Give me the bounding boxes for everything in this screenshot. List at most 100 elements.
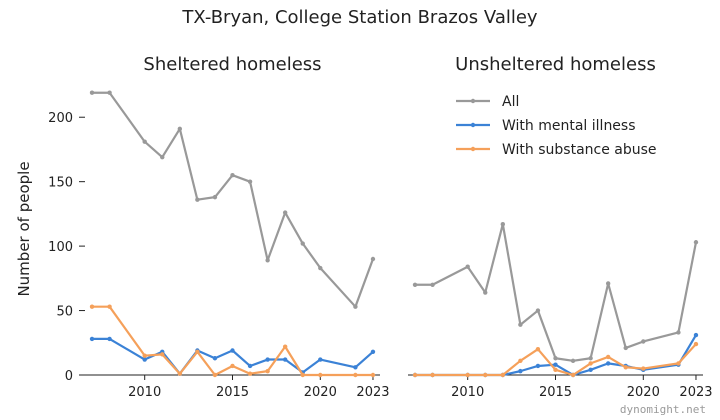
unsheltered-point-with-substance-abuse [588,361,593,366]
unsheltered-point-all [500,222,506,227]
sheltered-point-with-mental-illness [230,348,235,353]
unsheltered-point-all [641,339,646,344]
legend-marker-all [470,98,476,104]
sheltered-point-with-mental-illness [142,357,147,362]
sheltered-point-all [282,210,288,215]
unsheltered-point-all [553,356,558,361]
y-axis-label: Number of people [15,161,33,296]
unsheltered-x-tick-label: 2015 [539,385,572,400]
legend-label-all: All [502,94,519,110]
sheltered-point-with-substance-abuse [212,372,218,378]
sheltered-point-all [212,194,218,200]
sheltered-point-with-mental-illness [318,357,323,362]
unsheltered-point-all [570,358,576,364]
sheltered-point-all [370,256,376,262]
unsheltered-point-with-substance-abuse [553,367,558,373]
sheltered-point-all [195,197,200,202]
sheltered-point-all [265,258,270,263]
sheltered-point-all [107,90,112,95]
sheltered-point-with-mental-illness [370,349,376,354]
sheltered-y-tick-label: 50 [56,305,73,320]
legend-marker-with-mental-illness [470,122,476,128]
sheltered-point-with-substance-abuse [89,304,95,309]
unsheltered-point-with-mental-illness [588,367,593,373]
sheltered-point-all [318,265,323,271]
sheltered-point-all [142,139,147,144]
unsheltered-point-with-substance-abuse [465,372,470,378]
legend: All With mental illness With substance abu… [456,94,657,158]
unsheltered-point-with-mental-illness [553,362,558,367]
sheltered-point-with-substance-abuse [300,372,305,378]
unsheltered-series-all [413,223,698,362]
unsheltered-x-tick-label: 2020 [627,385,660,400]
sheltered-point-with-substance-abuse [230,363,235,369]
unsheltered-point-with-substance-abuse [430,372,435,378]
unsheltered-point-with-mental-illness [693,332,699,338]
watermark: dynomight.net [620,403,706,416]
legend-label-with-substance-abuse: With substance abuse [502,142,657,158]
unsheltered-point-all [693,240,699,245]
sheltered-point-all [230,173,235,178]
sheltered-point-with-mental-illness [265,357,270,362]
unsheltered-point-with-substance-abuse [676,361,681,366]
unsheltered-point-with-substance-abuse [412,372,418,378]
unsheltered-point-all [412,282,418,287]
unsheltered-point-all [518,322,523,327]
sheltered-point-all [300,241,305,246]
unsheltered-point-with-substance-abuse [623,365,628,370]
sheltered-point-with-substance-abuse [353,372,358,378]
unsheltered-point-with-substance-abuse [483,372,488,378]
figure-title: TX-Bryan, College Station Brazos Valley [181,7,538,28]
unsheltered-point-all [676,330,681,335]
sheltered-point-all [89,90,95,95]
panel-sheltered: Sheltered homeless 0 50 100 150 200 2010 2015 20… [48,54,389,400]
sheltered-point-all [353,304,358,309]
legend-marker-with-substance-abuse [470,146,476,152]
sheltered-y-tick-label: 200 [48,111,73,126]
unsheltered-point-all [623,345,628,351]
sheltered-point-with-substance-abuse [142,353,147,358]
sheltered-series-with-mental-illness [90,337,375,375]
unsheltered-panel-title: Unsheltered homeless [455,54,656,75]
unsheltered-point-all [535,308,541,313]
sheltered-y-tick-label: 150 [48,176,73,191]
unsheltered-point-with-mental-illness [605,361,611,366]
sheltered-series-all [90,91,375,308]
unsheltered-point-with-mental-illness [535,363,541,369]
unsheltered-point-with-substance-abuse [693,341,699,347]
sheltered-x-tick-label: 2015 [216,385,249,400]
sheltered-point-with-substance-abuse [318,372,323,378]
unsheltered-point-with-substance-abuse [500,372,506,378]
sheltered-point-with-substance-abuse [247,371,253,376]
sheltered-panel-title: Sheltered homeless [143,54,321,75]
unsheltered-point-with-substance-abuse [535,347,541,352]
unsheltered-point-with-substance-abuse [641,366,646,371]
sheltered-y-tick-label: 100 [48,240,73,255]
sheltered-point-with-substance-abuse [195,349,200,354]
unsheltered-point-with-substance-abuse [570,372,576,378]
unsheltered-point-all [483,290,488,295]
unsheltered-x-tick-label: 2010 [451,385,484,400]
unsheltered-point-with-substance-abuse [518,358,523,364]
unsheltered-point-all [588,356,593,361]
sheltered-x-tick-label: 2023 [356,385,389,400]
legend-label-with-mental-illness: With mental illness [502,118,636,134]
unsheltered-point-with-substance-abuse [605,354,611,360]
panel-unsheltered: Unsheltered homeless 2010 2015 2020 2023 [408,54,713,400]
sheltered-x-tick-label: 2010 [128,385,161,400]
unsheltered-x-tick-label: 2023 [679,385,712,400]
sheltered-point-with-mental-illness [212,356,218,361]
sheltered-point-all [177,126,183,132]
sheltered-point-with-substance-abuse [177,371,183,376]
sheltered-point-all [160,154,165,160]
sheltered-point-with-mental-illness [282,357,288,362]
sheltered-point-with-mental-illness [247,363,253,369]
unsheltered-point-all [430,282,435,287]
sheltered-point-all [247,179,253,184]
sheltered-point-with-substance-abuse [107,304,112,309]
sheltered-point-with-substance-abuse [282,344,288,349]
sheltered-point-with-mental-illness [353,365,358,370]
sheltered-y-tick-label: 0 [65,369,73,384]
unsheltered-point-all [605,281,611,286]
